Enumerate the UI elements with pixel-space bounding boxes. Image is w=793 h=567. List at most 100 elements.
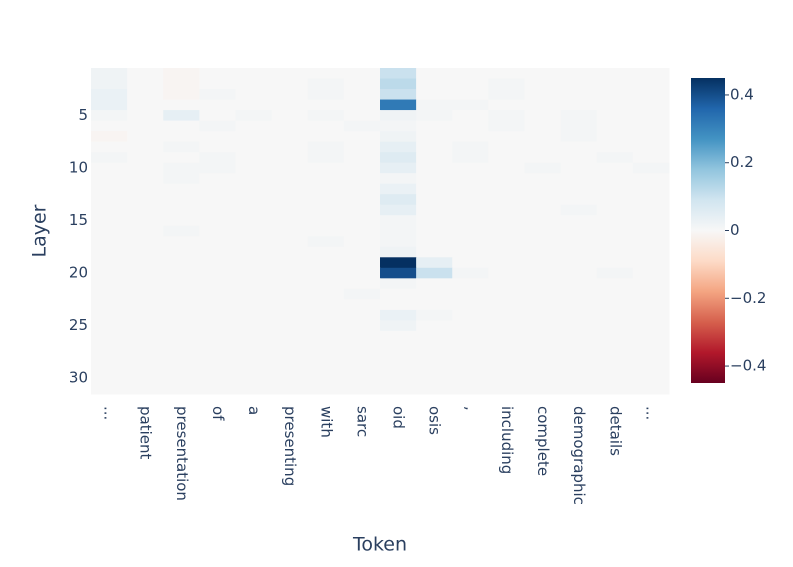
heatmap-cell <box>271 372 309 384</box>
heatmap-cell <box>560 225 598 237</box>
heatmap-cell <box>596 267 634 279</box>
heatmap-cell <box>235 362 273 374</box>
heatmap-cell <box>163 246 200 258</box>
y-tick-label: 5 <box>78 106 88 124</box>
heatmap-cell <box>127 183 164 195</box>
heatmap-cell <box>127 173 164 185</box>
y-axis-title: Layer <box>29 204 51 257</box>
heatmap-cell <box>271 173 309 185</box>
heatmap-cell <box>632 183 670 195</box>
heatmap-cell <box>452 320 489 332</box>
heatmap-cell <box>596 225 634 237</box>
heatmap-cell <box>416 215 453 227</box>
heatmap-cell <box>596 320 634 332</box>
heatmap-cell <box>307 120 345 132</box>
heatmap-cell <box>199 288 236 300</box>
heatmap-cell <box>596 120 634 132</box>
heatmap-cell <box>163 267 200 279</box>
heatmap-cell <box>343 215 381 227</box>
heatmap-cell <box>452 99 489 111</box>
heatmap-cell <box>452 173 489 185</box>
heatmap-cell <box>235 351 273 363</box>
heatmap-cell <box>343 372 381 384</box>
heatmap-cell <box>596 194 634 206</box>
heatmap-cell <box>199 183 236 195</box>
heatmap-cell <box>343 320 381 332</box>
heatmap-cell <box>271 162 309 174</box>
heatmap-cell <box>127 341 164 353</box>
heatmap-cell <box>235 78 273 90</box>
heatmap-cell <box>380 194 417 206</box>
heatmap-cell <box>452 383 489 395</box>
colorbar-tick-label: 0 <box>730 221 740 239</box>
heatmap-cell <box>488 204 525 216</box>
heatmap-cell <box>452 362 489 374</box>
heatmap-cell <box>524 152 562 164</box>
colorbar <box>691 78 725 383</box>
x-tick-label: complete <box>534 406 552 476</box>
heatmap-cell <box>343 341 381 353</box>
heatmap-cell <box>416 162 453 174</box>
heatmap-cell <box>632 131 670 143</box>
heatmap-cell <box>452 183 489 195</box>
heatmap-cell <box>307 183 345 195</box>
heatmap-cell <box>235 267 273 279</box>
heatmap-cell <box>596 131 634 143</box>
heatmap-cell <box>307 204 345 216</box>
heatmap-cell <box>163 110 200 122</box>
heatmap-cell <box>343 131 381 143</box>
heatmap-cell <box>235 288 273 300</box>
heatmap-cell <box>380 68 417 80</box>
heatmap-cell <box>452 131 489 143</box>
heatmap-cell <box>416 278 453 290</box>
heatmap-cell <box>416 309 453 321</box>
heatmap-cell <box>452 351 489 363</box>
heatmap-cell <box>524 215 562 227</box>
heatmap-cell <box>127 351 164 363</box>
heatmap-cell <box>632 204 670 216</box>
heatmap-cell <box>307 173 345 185</box>
heatmap-cell <box>452 215 489 227</box>
heatmap-cell <box>235 341 273 353</box>
heatmap-cell <box>307 78 345 90</box>
heatmap-cell <box>343 309 381 321</box>
y-tick-label: 20 <box>69 264 88 282</box>
heatmap-cell <box>235 183 273 195</box>
heatmap-cell <box>416 257 453 269</box>
heatmap-cell <box>307 257 345 269</box>
heatmap-cell <box>452 68 489 80</box>
heatmap-cell <box>235 330 273 342</box>
heatmap-cell <box>343 110 381 122</box>
heatmap-cell <box>488 351 525 363</box>
heatmap-cell <box>380 236 417 248</box>
heatmap-cell <box>488 141 525 153</box>
heatmap-cell <box>452 120 489 132</box>
heatmap-cell <box>199 110 236 122</box>
heatmap-cell <box>127 78 164 90</box>
heatmap-cell <box>307 341 345 353</box>
heatmap-cell <box>488 78 525 90</box>
heatmap-cell <box>560 320 598 332</box>
heatmap-cell <box>452 110 489 122</box>
heatmap-cell <box>199 120 236 132</box>
heatmap-cell <box>271 257 309 269</box>
heatmap-cell <box>235 246 273 258</box>
heatmap-cell <box>380 330 417 342</box>
heatmap-cell <box>127 288 164 300</box>
heatmap-cell <box>524 383 562 395</box>
heatmap-cell <box>380 351 417 363</box>
heatmap-cell <box>199 68 236 80</box>
heatmap-cell <box>416 299 453 311</box>
heatmap-cell <box>488 99 525 111</box>
heatmap-cell <box>307 225 345 237</box>
heatmap-cell <box>452 341 489 353</box>
heatmap-cell <box>596 299 634 311</box>
heatmap-cell <box>307 267 345 279</box>
heatmap-cell <box>560 341 598 353</box>
heatmap-cell <box>343 225 381 237</box>
y-tick-label: 10 <box>69 158 88 176</box>
heatmap-cell <box>488 278 525 290</box>
heatmap-cell <box>343 141 381 153</box>
x-tick-label: details <box>606 406 624 456</box>
heatmap-cell <box>235 236 273 248</box>
